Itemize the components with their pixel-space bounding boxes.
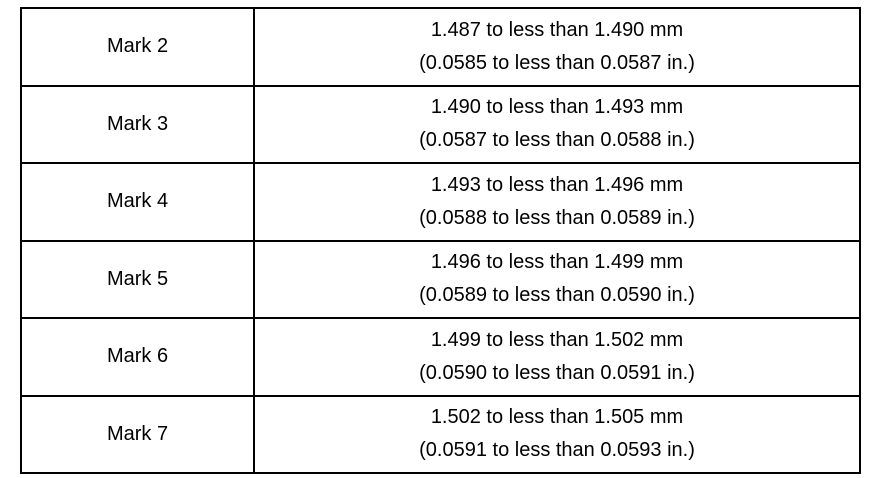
range-cell: 1.496 to less than 1.499 mm (0.0589 to l… (253, 239, 861, 319)
range-mm: 1.499 to less than 1.502 mm (430, 328, 684, 351)
range-inch: (0.0585 to less than 0.0587 in.) (419, 51, 695, 74)
range-mm: 1.496 to less than 1.499 mm (430, 251, 684, 274)
range-mm: 1.502 to less than 1.505 mm (430, 406, 684, 429)
range-cell: 1.499 to less than 1.502 mm (0.0590 to l… (253, 317, 861, 397)
range-cell: 1.493 to less than 1.496 mm (0.0588 to l… (253, 162, 861, 242)
mark-cell: Mark 2 (20, 7, 255, 87)
table-row: Mark 5 1.496 to less than 1.499 mm (0.05… (20, 239, 861, 319)
range-mm: 1.490 to less than 1.493 mm (430, 96, 684, 119)
range-inch: (0.0588 to less than 0.0589 in.) (419, 206, 695, 229)
range-inch: (0.0587 to less than 0.0588 in.) (419, 129, 695, 152)
mark-cell: Mark 4 (20, 162, 255, 242)
mark-cell: Mark 6 (20, 317, 255, 397)
mark-thickness-table: Mark 2 1.487 to less than 1.490 mm (0.05… (20, 7, 861, 474)
range-mm: 1.493 to less than 1.496 mm (430, 173, 684, 196)
table-row: Mark 6 1.499 to less than 1.502 mm (0.05… (20, 317, 861, 397)
range-mm: 1.487 to less than 1.490 mm (430, 18, 684, 41)
range-cell: 1.487 to less than 1.490 mm (0.0585 to l… (253, 7, 861, 87)
table-row: Mark 2 1.487 to less than 1.490 mm (0.05… (20, 7, 861, 87)
table-row: Mark 3 1.490 to less than 1.493 mm (0.05… (20, 84, 861, 164)
range-cell: 1.502 to less than 1.505 mm (0.0591 to l… (253, 394, 861, 474)
mark-cell: Mark 3 (20, 84, 255, 164)
range-inch: (0.0591 to less than 0.0593 in.) (419, 439, 695, 462)
range-inch: (0.0590 to less than 0.0591 in.) (419, 361, 695, 384)
mark-cell: Mark 5 (20, 239, 255, 319)
table-row: Mark 4 1.493 to less than 1.496 mm (0.05… (20, 162, 861, 242)
table-row: Mark 7 1.502 to less than 1.505 mm (0.05… (20, 394, 861, 474)
mark-cell: Mark 7 (20, 394, 255, 474)
range-inch: (0.0589 to less than 0.0590 in.) (419, 284, 695, 307)
range-cell: 1.490 to less than 1.493 mm (0.0587 to l… (253, 84, 861, 164)
